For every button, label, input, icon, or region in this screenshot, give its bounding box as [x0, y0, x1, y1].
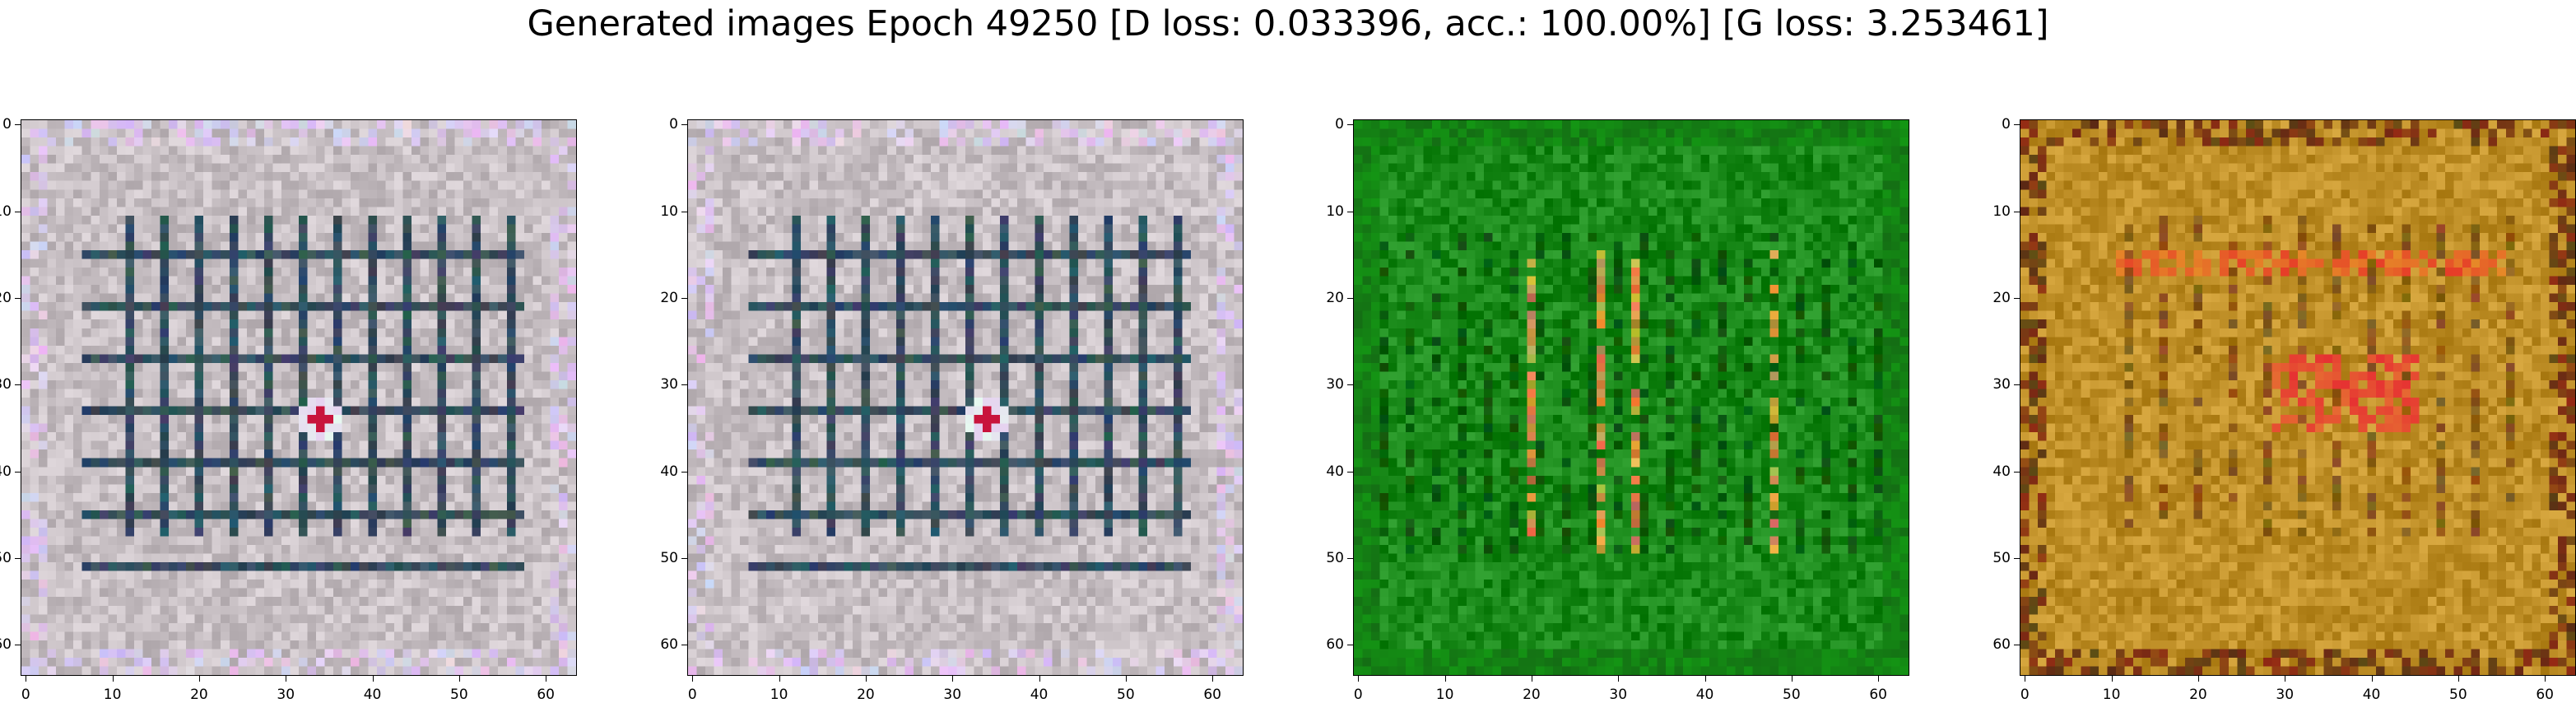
y-tick-label: 0 — [2002, 116, 2011, 133]
y-tick-mark — [681, 384, 687, 386]
y-tick-label: 60 — [0, 636, 12, 654]
y-tick-label: 50 — [660, 549, 678, 566]
y-tick-label: 0 — [2, 116, 12, 133]
y-tick-mark — [681, 124, 687, 126]
y-tick-mark — [2014, 124, 2020, 126]
x-tick-mark — [865, 676, 867, 682]
y-tick-mark — [2014, 557, 2020, 559]
y-tick-label: 10 — [1992, 203, 2011, 220]
y-tick-mark — [1347, 557, 1353, 559]
x-tick-mark — [2197, 676, 2199, 682]
y-tick-label: 20 — [1992, 289, 2011, 306]
x-tick-label: 0 — [21, 687, 30, 703]
y-tick-label: 20 — [1326, 289, 1344, 306]
y-tick-label: 30 — [1326, 376, 1344, 393]
x-tick-mark — [779, 676, 780, 682]
y-tick-label: 0 — [1335, 116, 1344, 133]
y-tick-mark — [2014, 297, 2020, 299]
generated-image-3: 0 10 20 30 40 50 60 0 10 20 30 40 50 60 — [1326, 118, 1909, 702]
x-tick-mark — [1039, 676, 1040, 682]
x-tick-mark — [1125, 676, 1127, 682]
y-tick-mark — [15, 124, 21, 126]
y-tick-mark — [15, 297, 21, 299]
y-tick-label: 20 — [660, 289, 678, 306]
y-tick-label: 40 — [0, 463, 12, 480]
y-tick-label: 10 — [660, 203, 678, 220]
y-tick-label: 20 — [0, 289, 12, 306]
x-tick-mark — [1878, 676, 1880, 682]
x-tick-mark — [2371, 676, 2373, 682]
y-tick-mark — [681, 557, 687, 559]
x-tick-mark — [2457, 676, 2459, 682]
y-tick-label: 30 — [660, 376, 678, 393]
x-tick-label: 0 — [1353, 687, 1363, 703]
y-tick-mark — [2014, 384, 2020, 386]
x-tick-mark — [372, 676, 374, 682]
y-tick-label: 60 — [1992, 636, 2011, 654]
x-tick-mark — [1212, 676, 1214, 682]
y-tick-label: 50 — [0, 549, 12, 566]
generated-image-4: 0 10 20 30 40 50 60 0 10 20 30 40 50 60 — [1992, 118, 2576, 702]
y-tick-mark — [1347, 471, 1353, 473]
y-tick-mark — [681, 297, 687, 299]
x-tick-mark — [1444, 676, 1446, 682]
y-tick-label: 10 — [1326, 203, 1344, 220]
x-tick-mark — [692, 676, 694, 682]
x-tick-mark — [112, 676, 114, 682]
y-tick-label: 0 — [669, 116, 678, 133]
x-tick-mark — [1618, 676, 1620, 682]
x-tick-mark — [1704, 676, 1706, 682]
generated-image-2-pixels — [688, 120, 1243, 675]
y-tick-mark — [15, 557, 21, 559]
generated-image-4-pixels — [2020, 120, 2575, 675]
y-tick-mark — [1347, 384, 1353, 386]
x-tick-mark — [952, 676, 954, 682]
y-tick-label: 30 — [0, 376, 12, 393]
y-tick-label: 10 — [0, 203, 12, 220]
y-tick-mark — [681, 471, 687, 473]
x-tick-mark — [458, 676, 460, 682]
generated-image-2: 0 10 20 30 40 50 60 0 10 20 30 40 50 60 — [660, 118, 1244, 702]
y-tick-label: 40 — [1992, 463, 2011, 480]
y-tick-mark — [1347, 124, 1353, 126]
y-tick-label: 50 — [1326, 549, 1344, 566]
y-tick-label: 60 — [660, 636, 678, 654]
y-tick-label: 30 — [1992, 376, 2011, 393]
generated-image-3-pixels — [1354, 120, 1909, 675]
x-tick-label: 0 — [687, 687, 697, 703]
x-tick-mark — [1358, 676, 1360, 682]
generated-image-1-pixels — [21, 120, 576, 675]
x-tick-mark — [1791, 676, 1793, 682]
y-tick-label: 40 — [1326, 463, 1344, 480]
figure-title: Generated images Epoch 49250 [D loss: 0.… — [527, 3, 2049, 44]
x-tick-mark — [198, 676, 200, 682]
x-tick-mark — [2545, 676, 2546, 682]
y-tick-label: 40 — [660, 463, 678, 480]
y-tick-mark — [15, 471, 21, 473]
x-tick-mark — [2111, 676, 2113, 682]
y-tick-label: 60 — [1326, 636, 1344, 654]
y-tick-mark — [2014, 471, 2020, 473]
y-tick-mark — [1347, 297, 1353, 299]
y-tick-mark — [15, 384, 21, 386]
y-tick-label: 50 — [1992, 549, 2011, 566]
x-tick-label: 0 — [2020, 687, 2030, 703]
